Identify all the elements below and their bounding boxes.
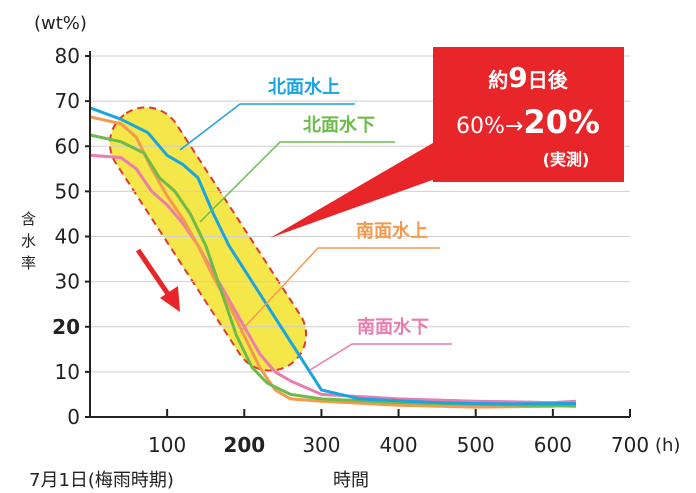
- y-axis-ticks: 0 10 20 30 40 50 60 70 80: [52, 44, 90, 429]
- y-tick-label-30: 30: [55, 270, 80, 294]
- axes: [89, 51, 630, 418]
- y-tick-label-40: 40: [55, 225, 80, 249]
- y-axis-title-char-1: 含: [21, 210, 36, 228]
- y-unit-label: (wt%): [34, 13, 87, 34]
- x-axis-ticks: 100 200 300 400 500 600 700: [148, 409, 649, 457]
- x-tick-label-500: 500: [457, 433, 495, 457]
- callout-pointer: [270, 140, 438, 238]
- x-start-label: 7月1日(梅雨時期): [29, 470, 174, 491]
- series-lines: [89, 106, 577, 409]
- y-axis-title-char-2: 水: [21, 232, 36, 250]
- x-tick-label-600: 600: [534, 433, 572, 457]
- series-line-north-upper: [89, 106, 577, 406]
- downward-arrow-icon: [135, 248, 180, 312]
- y-tick-label-0: 0: [67, 405, 80, 429]
- y-axis-title: 含 水 率: [21, 210, 41, 272]
- highlight-region: [108, 106, 308, 372]
- leader-north-upper: [179, 103, 355, 151]
- leader-south-lower: [309, 343, 452, 371]
- callout-box: [433, 47, 624, 182]
- callout: 約9日後 60%→20% (実測): [270, 47, 624, 238]
- series-labels: 北面水上 北面水下 南面水上 南面水下: [268, 76, 429, 338]
- label-south-lower: 南面水下: [357, 316, 429, 338]
- series-line-south-lower: [89, 153, 577, 405]
- y-tick-label-50: 50: [55, 179, 80, 203]
- y-tick-label-70: 70: [55, 89, 80, 113]
- leader-north-lower: [199, 141, 395, 223]
- x-tick-label-700: 700: [611, 433, 649, 457]
- y-axis-title-char-3: 率: [21, 254, 36, 272]
- callout-line1: 約9日後: [488, 61, 568, 94]
- x-tick-label-200: 200: [223, 433, 265, 457]
- x-unit-label: (h): [655, 435, 680, 456]
- x-tick-label-400: 400: [379, 433, 417, 457]
- label-north-upper: 北面水上: [268, 76, 340, 98]
- label-leaders: [179, 103, 452, 371]
- callout-line3: (実測): [543, 150, 590, 169]
- y-tick-label-60: 60: [55, 134, 80, 158]
- y-tick-label-20: 20: [52, 315, 80, 339]
- x-tick-label-300: 300: [302, 433, 340, 457]
- x-axis-title: 時間: [333, 470, 369, 491]
- callout-line2: 60%→20%: [456, 103, 600, 141]
- y-tick-label-80: 80: [55, 44, 80, 68]
- label-north-lower: 北面水下: [303, 114, 375, 136]
- leader-south-upper: [239, 247, 440, 333]
- label-south-upper: 南面水上: [356, 220, 428, 242]
- y-tick-label-10: 10: [55, 360, 80, 384]
- x-tick-label-100: 100: [148, 433, 186, 457]
